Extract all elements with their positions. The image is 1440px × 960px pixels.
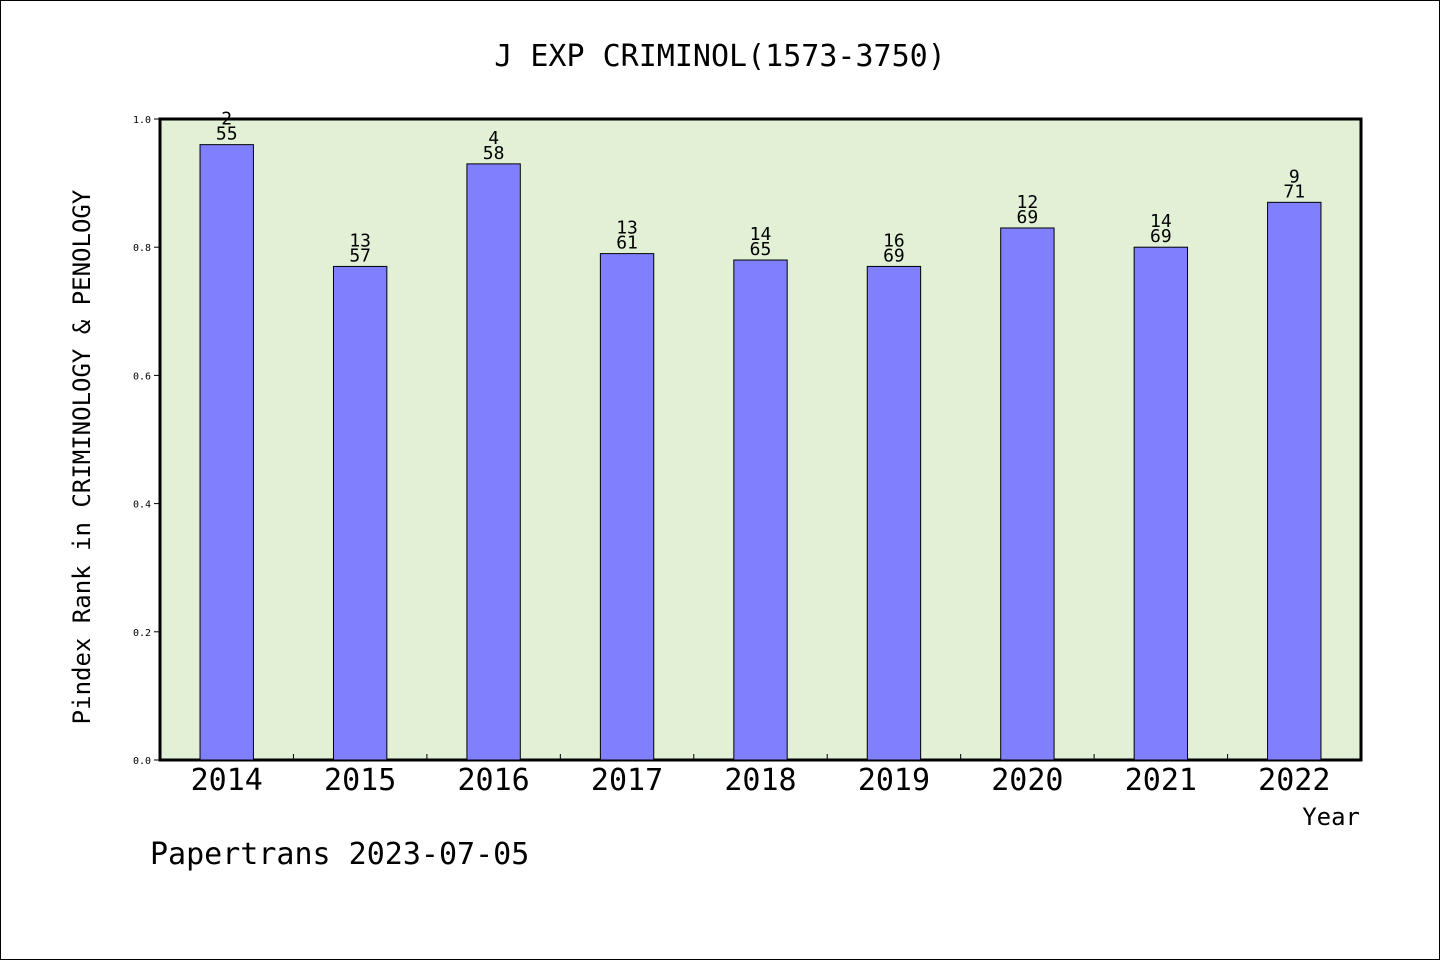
x-tick-label: 2014 <box>191 763 263 798</box>
x-tick-label: 2021 <box>1125 763 1197 798</box>
bar <box>1267 201 1322 761</box>
bar <box>1133 246 1189 761</box>
y-tick-label: 0.6 <box>133 371 151 382</box>
x-tick-label: 2022 <box>1258 763 1330 798</box>
bar-rank-label: 16 <box>883 230 905 251</box>
y-tick-label: 0.2 <box>133 628 151 639</box>
chart-title: J EXP CRIMINOL(1573-3750) <box>494 39 946 74</box>
x-tick-label: 2015 <box>324 763 396 798</box>
x-axis: 2014 2015 2016 2017 2018 2019 2020 2021 2022 <box>191 754 1330 798</box>
y-tick-label: 0.0 <box>133 756 151 767</box>
y-axis-label: Pindex Rank in CRIMINOLOGY & PENOLOGY <box>68 189 96 724</box>
x-tick-label: 2018 <box>724 763 796 798</box>
bar-total-label: 69 <box>883 245 905 266</box>
footer-text: Papertrans 2023-07-05 <box>150 837 529 872</box>
x-axis-label: Year <box>1302 803 1360 831</box>
bar-rank-label: 13 <box>349 230 371 251</box>
bar <box>199 144 254 761</box>
bar-total-label: 71 <box>1283 181 1305 202</box>
bar-total-label: 65 <box>750 239 772 260</box>
x-tick-label: 2016 <box>457 763 529 798</box>
bar-rank-label: 14 <box>750 224 772 245</box>
bar <box>599 253 655 761</box>
bar <box>733 259 788 761</box>
bar-rank-label: 2 <box>221 109 232 130</box>
x-tick-label: 2019 <box>858 763 930 798</box>
bar-rank-label: 13 <box>616 218 638 239</box>
bar-total-label: 55 <box>216 124 238 145</box>
y-tick-label: 0.8 <box>133 243 151 254</box>
bar <box>466 163 521 761</box>
bar-total-label: 69 <box>1150 226 1172 247</box>
y-axis: 0.0 0.2 0.4 0.6 0.8 1.0 <box>133 115 160 767</box>
y-tick-label: 1.0 <box>133 115 151 126</box>
bar-rank-label: 9 <box>1289 166 1300 187</box>
bar <box>1000 227 1055 761</box>
bar-total-label: 61 <box>616 233 638 254</box>
bar-total-label: 57 <box>349 245 371 266</box>
x-tick-label: 2017 <box>591 763 663 798</box>
x-tick-label: 2020 <box>991 763 1063 798</box>
bar-rank-label: 12 <box>1017 192 1039 213</box>
bar <box>332 265 388 761</box>
bar <box>866 265 922 761</box>
bar-rank-label: 14 <box>1150 211 1172 232</box>
bar-total-label: 58 <box>483 143 505 164</box>
bar-rank-label: 4 <box>488 128 499 149</box>
y-tick-label: 0.4 <box>133 500 151 511</box>
bar-total-label: 69 <box>1017 207 1039 228</box>
